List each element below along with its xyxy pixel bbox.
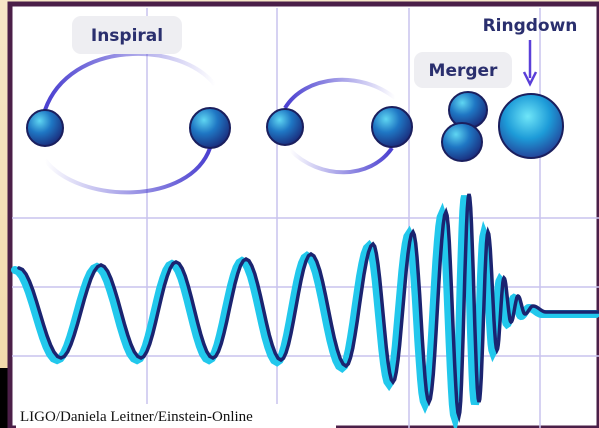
illustration: Inspiral Merger Ringdown LIGO/Daniela Le… — [0, 0, 599, 428]
stage-label: Inspiral — [91, 26, 163, 46]
black-hole — [27, 110, 63, 146]
stage-label: Ringdown — [483, 16, 578, 36]
stage-label: Merger — [429, 61, 499, 81]
credit: LIGO/Daniela Leitner/Einstein-Online — [20, 409, 253, 425]
final-black-hole — [499, 94, 563, 158]
page: Inspiral Merger Ringdown LIGO/Daniela Le… — [0, 0, 599, 428]
black-hole — [190, 108, 230, 148]
black-hole — [267, 109, 303, 145]
black-hole — [372, 107, 412, 147]
